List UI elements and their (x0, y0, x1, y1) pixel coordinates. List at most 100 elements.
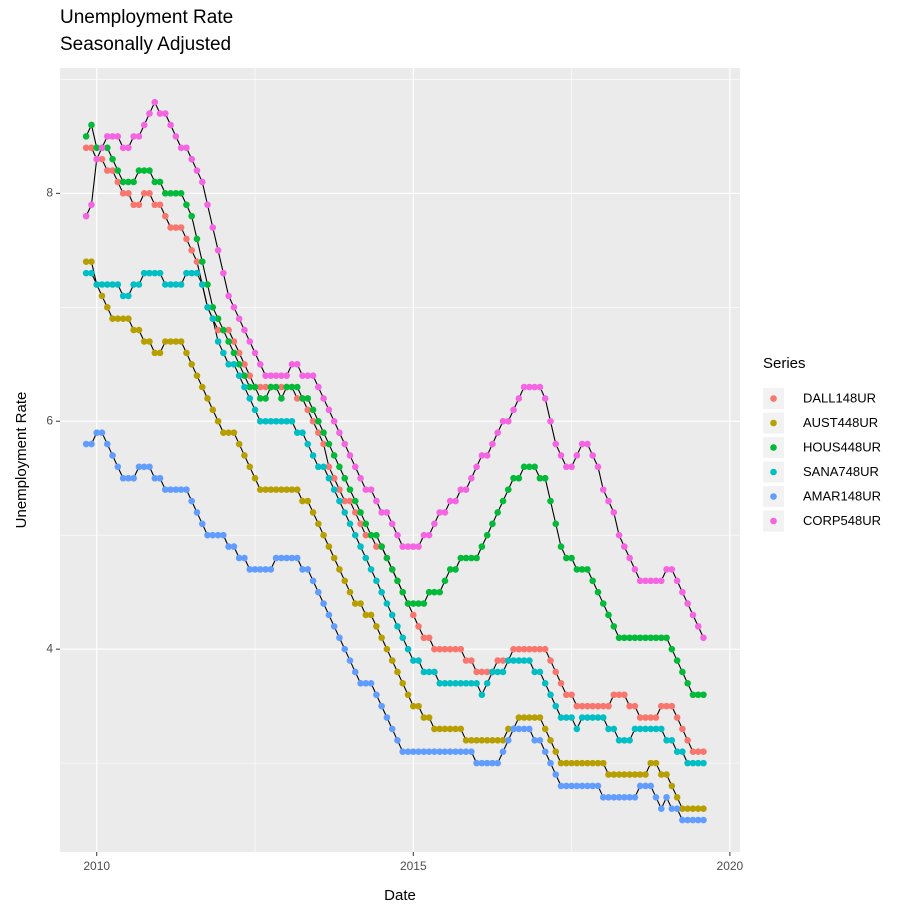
data-point (452, 566, 459, 573)
data-point (188, 212, 195, 220)
data-point (552, 668, 560, 676)
data-point (220, 269, 227, 277)
data-point (246, 566, 254, 573)
data-point (504, 725, 512, 733)
data-point (578, 714, 586, 721)
data-point (293, 429, 301, 436)
data-point (552, 771, 560, 778)
legend-label: CORP548UR (803, 513, 881, 528)
data-point (663, 771, 670, 778)
data-point (125, 292, 132, 300)
data-point (198, 520, 206, 528)
data-point (578, 566, 586, 573)
data-point (689, 691, 697, 699)
data-point (668, 782, 676, 790)
data-point (679, 725, 686, 733)
data-point (315, 429, 322, 436)
data-point (267, 417, 275, 425)
data-point (88, 201, 95, 209)
data-point (552, 702, 560, 710)
data-point (679, 816, 686, 824)
data-point (367, 680, 375, 687)
data-point (193, 167, 201, 174)
data-point (330, 623, 338, 630)
data-point (204, 395, 211, 402)
data-point (167, 281, 174, 288)
data-point (109, 452, 116, 459)
data-point (504, 417, 512, 425)
data-point (146, 463, 153, 471)
data-point (431, 588, 438, 596)
data-point (330, 474, 338, 482)
data-point (399, 634, 407, 642)
data-point (599, 702, 607, 710)
data-point (82, 212, 90, 220)
data-point (341, 509, 349, 516)
data-point (341, 497, 349, 505)
data-point (552, 520, 560, 528)
data-point (499, 737, 507, 744)
data-point (183, 349, 190, 357)
data-point (494, 657, 501, 664)
data-point (88, 121, 95, 129)
data-point (441, 748, 449, 756)
data-point (568, 782, 575, 790)
data-point (431, 748, 438, 756)
data-point (177, 144, 185, 152)
data-point (315, 417, 322, 425)
legend-marker (770, 493, 777, 500)
data-point (541, 725, 549, 733)
data-point (610, 771, 618, 778)
data-point (510, 406, 517, 414)
data-point (673, 577, 681, 585)
data-point (425, 531, 433, 539)
data-point (478, 452, 486, 459)
data-point (700, 748, 707, 756)
data-point (425, 668, 433, 676)
data-point (88, 440, 95, 448)
series-line (85, 100, 704, 639)
legend-label: AUST448UR (803, 415, 878, 430)
data-point (536, 474, 544, 482)
data-point (351, 497, 359, 505)
data-point (404, 645, 412, 653)
data-point (621, 634, 628, 642)
data-point (251, 383, 259, 391)
data-point (657, 702, 665, 710)
data-point (573, 759, 581, 767)
data-point (399, 748, 407, 756)
data-point (473, 554, 480, 562)
data-point (563, 714, 570, 721)
data-point (103, 281, 111, 288)
data-point (299, 566, 306, 573)
data-point (209, 224, 217, 231)
data-point (315, 588, 322, 596)
data-point (373, 577, 380, 585)
data-point (526, 725, 533, 733)
data-point (220, 349, 227, 357)
data-point (668, 645, 676, 653)
data-point (241, 383, 248, 391)
data-point (225, 292, 232, 300)
data-point (636, 714, 644, 721)
data-point (642, 725, 649, 733)
data-point (520, 463, 528, 471)
data-point (647, 714, 655, 721)
data-point (457, 748, 465, 756)
data-point (146, 190, 153, 197)
data-point (267, 372, 275, 379)
data-point (605, 771, 612, 778)
data-point (409, 657, 417, 664)
data-point (415, 702, 422, 710)
y-tick-label: 8 (46, 186, 53, 200)
data-point (367, 531, 375, 539)
data-point (594, 588, 602, 596)
data-point (119, 178, 127, 186)
data-point (684, 816, 691, 824)
data-point (689, 748, 697, 756)
data-point (125, 178, 132, 186)
data-point (689, 805, 697, 812)
data-point (394, 737, 401, 744)
data-point (483, 737, 491, 744)
data-point (130, 326, 137, 334)
